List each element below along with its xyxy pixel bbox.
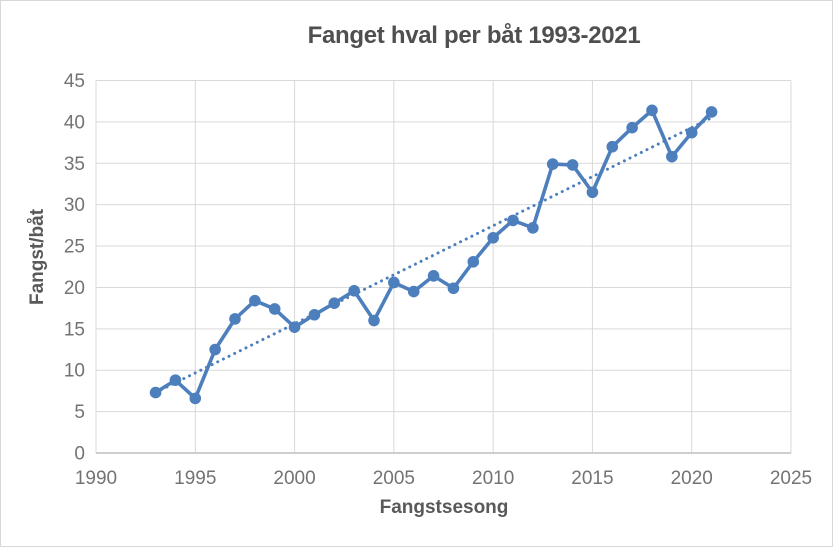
y-tick-label: 0 bbox=[74, 444, 85, 465]
data-point-marker[interactable] bbox=[328, 297, 341, 309]
y-tick-label: 10 bbox=[64, 361, 85, 382]
data-point-marker[interactable] bbox=[308, 308, 321, 321]
y-tick-label: 5 bbox=[74, 402, 85, 423]
data-point-marker[interactable] bbox=[149, 386, 162, 399]
x-tick-label: 2025 bbox=[770, 468, 812, 489]
data-point-marker[interactable] bbox=[368, 314, 380, 327]
data-point-marker[interactable] bbox=[268, 303, 281, 315]
data-point-marker[interactable] bbox=[189, 392, 202, 405]
y-tick-label: 30 bbox=[64, 195, 85, 216]
data-point-marker[interactable] bbox=[348, 284, 360, 297]
data-point-marker[interactable] bbox=[229, 313, 241, 325]
y-tick-label: 20 bbox=[64, 278, 85, 299]
y-tick-label: 45 bbox=[64, 71, 85, 92]
data-point-marker[interactable] bbox=[685, 126, 698, 139]
data-point-marker[interactable] bbox=[169, 374, 182, 386]
y-axis-title[interactable]: Fangst/båt bbox=[27, 208, 48, 306]
data-point-marker[interactable] bbox=[566, 159, 579, 171]
trendline[interactable] bbox=[154, 116, 714, 395]
y-tick-label: 15 bbox=[64, 319, 85, 340]
y-tick-label: 25 bbox=[64, 237, 85, 258]
data-point-marker[interactable] bbox=[606, 140, 619, 153]
data-point-marker[interactable] bbox=[407, 285, 420, 298]
data-point-marker[interactable] bbox=[427, 270, 440, 282]
data-point-marker[interactable] bbox=[527, 222, 539, 234]
data-point-marker[interactable] bbox=[467, 255, 480, 268]
data-point-marker[interactable] bbox=[249, 294, 261, 307]
x-tick-label: 2015 bbox=[571, 468, 613, 489]
data-point-marker[interactable] bbox=[447, 282, 460, 295]
x-tick-label: 2000 bbox=[273, 468, 315, 489]
x-tick-label: 1995 bbox=[174, 468, 216, 489]
series-line[interactable] bbox=[153, 108, 714, 401]
data-point-marker[interactable] bbox=[209, 343, 221, 356]
chart-title[interactable]: Fanget hval per båt 1993-2021 bbox=[307, 22, 641, 49]
data-point-marker[interactable] bbox=[646, 104, 658, 117]
data-point-marker[interactable] bbox=[705, 106, 718, 118]
x-axis-title[interactable]: Fangstsesong bbox=[379, 497, 509, 518]
x-tick-label: 2005 bbox=[373, 468, 415, 489]
data-point-marker[interactable] bbox=[586, 186, 599, 199]
data-point-marker[interactable] bbox=[288, 321, 301, 333]
x-tick-label: 2010 bbox=[472, 468, 514, 489]
y-tick-label: 35 bbox=[64, 154, 85, 175]
data-point-marker[interactable] bbox=[487, 231, 499, 244]
data-point-marker[interactable] bbox=[507, 214, 519, 227]
data-point-marker[interactable] bbox=[626, 121, 638, 134]
x-tick-label: 2020 bbox=[671, 468, 713, 489]
data-point-marker[interactable] bbox=[546, 158, 559, 170]
x-tick-label: 1990 bbox=[75, 468, 117, 489]
data-point-marker[interactable] bbox=[666, 150, 678, 163]
data-point-marker[interactable] bbox=[388, 276, 400, 289]
y-tick-label: 40 bbox=[64, 112, 85, 133]
